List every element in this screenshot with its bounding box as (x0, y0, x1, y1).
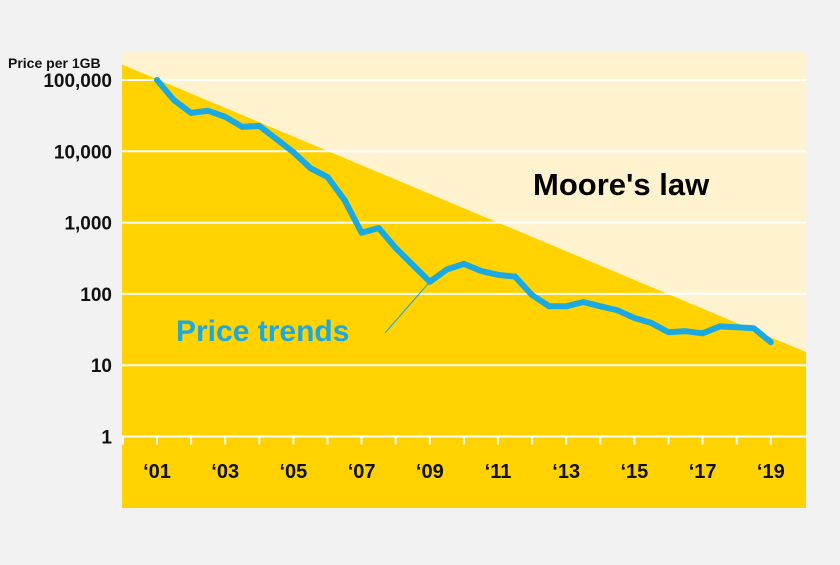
x-tick-label: ‘07 (348, 461, 376, 483)
y-tick-label: 100 (80, 285, 112, 306)
x-tick-label: ‘19 (757, 461, 785, 483)
y-tick-label: 100,000 (43, 71, 112, 92)
x-tick-label: ‘17 (689, 461, 717, 483)
y-axis-title: Price per 1GB (8, 55, 101, 71)
x-tick-label: ‘05 (279, 461, 307, 483)
x-tick-label: ‘01 (143, 461, 171, 483)
moores-law-label: Moore's law (533, 167, 710, 202)
y-tick-label: 1 (101, 428, 112, 449)
x-tick-label: ‘09 (416, 461, 444, 483)
x-tick-label: ‘13 (552, 461, 580, 483)
y-tick-label: 10,000 (54, 142, 112, 163)
price-trends-line (154, 77, 774, 346)
y-tick-label: 1,000 (64, 214, 112, 235)
y-tick-label: 10 (91, 356, 112, 377)
price-trends-label: Price trends (176, 315, 349, 348)
x-tick-label: ‘03 (211, 461, 239, 483)
x-tick-label: ‘11 (485, 461, 512, 483)
moores-law-area (122, 64, 806, 508)
price-trends-leader-line (384, 281, 431, 334)
x-tick-label: ‘15 (620, 461, 648, 483)
